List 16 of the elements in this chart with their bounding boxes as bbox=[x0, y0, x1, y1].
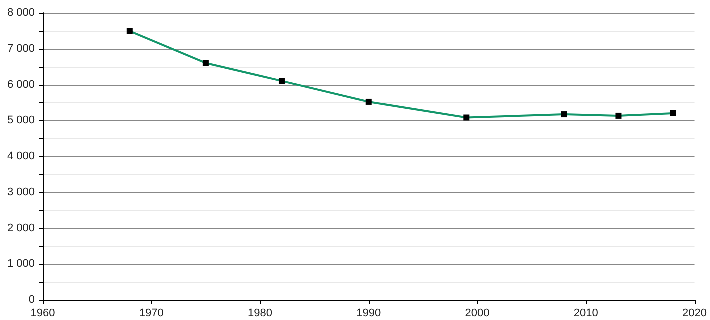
x-tick-label: 1990 bbox=[356, 308, 382, 320]
x-tick-label: 1970 bbox=[139, 308, 164, 320]
y-tick-label: 1 000 bbox=[7, 258, 35, 270]
y-tick-label: 4 000 bbox=[7, 150, 35, 162]
y-tick-label: 5 000 bbox=[7, 114, 35, 127]
y-tick-label: 2 000 bbox=[7, 222, 35, 234]
x-tick-label: 2010 bbox=[574, 308, 598, 320]
y-tick-label: 8 000 bbox=[7, 7, 35, 19]
y-tick-label: 7 000 bbox=[7, 42, 35, 55]
y-tick-label: 0 bbox=[28, 294, 35, 306]
x-tick-label: 1980 bbox=[248, 308, 272, 320]
y-tick-label: 6 000 bbox=[7, 78, 35, 91]
y-tick-label: 3 000 bbox=[7, 186, 35, 198]
x-tick-label: 2020 bbox=[682, 308, 708, 320]
x-tick-label: 1960 bbox=[30, 308, 56, 320]
x-tick-label: 2000 bbox=[465, 308, 490, 320]
